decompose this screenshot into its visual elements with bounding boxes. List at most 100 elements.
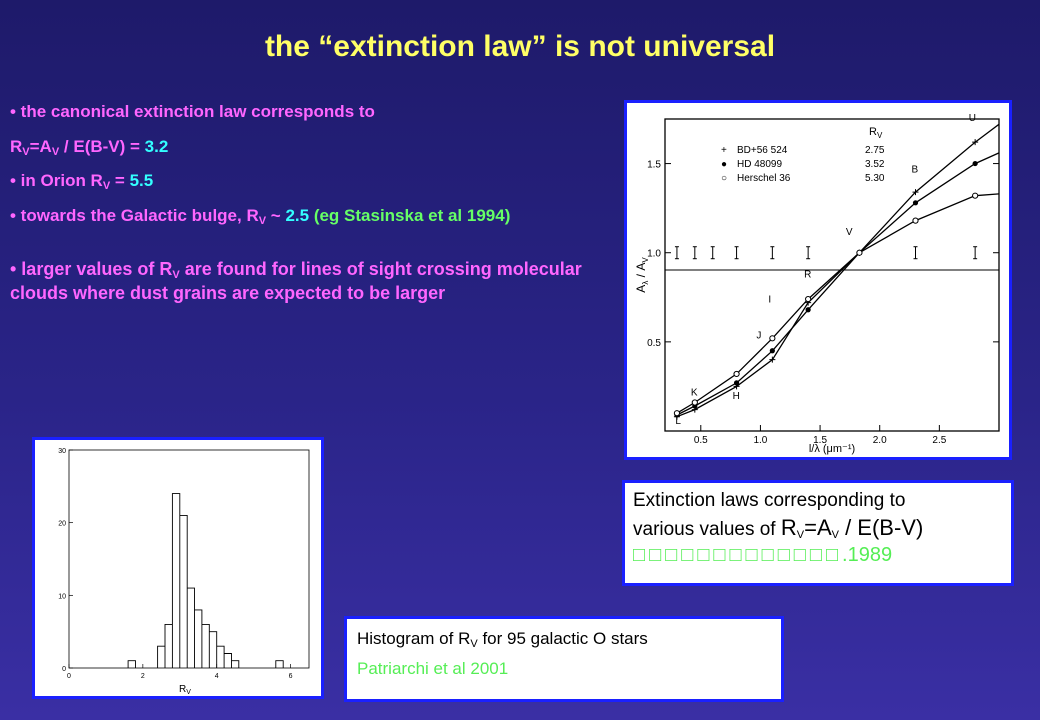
data-point	[805, 307, 811, 313]
extinction-reference: □□□□□□□□□□□□□.1989	[633, 544, 893, 567]
bullet-list: • the canonical extinction law correspon…	[10, 100, 610, 315]
y-tick-label: 1.5	[647, 160, 661, 171]
legend-name: Herschel 36	[737, 173, 791, 184]
data-point	[733, 370, 740, 378]
av-subscript: V	[831, 528, 839, 541]
rv-subscript: V	[258, 214, 267, 227]
x-tick-label: 2.5	[932, 435, 946, 446]
histogram-caption: Histogram of RV for 95 galactic O stars …	[344, 616, 784, 702]
equals-a: =A	[804, 514, 832, 540]
data-point	[691, 399, 698, 406]
hist-y-tick-label: 0	[62, 666, 66, 673]
data-point	[912, 189, 919, 196]
hist-y-tick-label: 30	[58, 448, 66, 455]
bullet-text: • the canonical extinction law correspon…	[10, 102, 375, 121]
rv-subscript: V	[470, 638, 478, 650]
equals-a: =A	[29, 136, 52, 156]
rv-subscript: V	[796, 528, 805, 541]
histogram-figure: 0 2 4 6 0 10 20 30 RV	[32, 437, 324, 699]
ebv-text: / E(B-V)	[838, 514, 924, 540]
data-point	[972, 192, 979, 199]
extinction-ylabel: Aλ / AV	[634, 257, 650, 293]
hist-y-tick-label: 20	[58, 521, 66, 528]
data-point	[912, 217, 919, 224]
bullet-orion: • in Orion RV = 5.5	[10, 169, 610, 194]
x-tick-label: 0.5	[694, 435, 708, 446]
rv-symbol: R	[10, 136, 23, 156]
histogram-steps	[127, 493, 284, 668]
legend-name: HD 48099	[737, 159, 782, 170]
data-point	[673, 410, 681, 417]
bullet-molecular-clouds: • larger values of RV are found for line…	[10, 257, 610, 306]
hist-x-tick-label: 0	[67, 673, 71, 680]
av-subscript: V	[51, 145, 60, 158]
extinction-caption: Extinction laws corresponding to various…	[622, 480, 1014, 586]
band-label-R: R	[804, 270, 811, 281]
rv-subscript: V	[102, 180, 111, 193]
rv-canonical-value: 3.2	[144, 136, 169, 156]
data-point	[856, 249, 863, 256]
band-label-K: K	[691, 387, 698, 398]
data-point	[733, 380, 740, 386]
extinction-legend: + BD+56 524 2.75 ● HD 48099 3.52 ○ Herschel 36 5…	[721, 145, 885, 184]
band-label-U: U	[969, 113, 976, 124]
slide-title: the “extinction law” is not universal	[264, 30, 776, 63]
legend-marker: +	[721, 145, 727, 156]
legend-name: BD+56 524	[737, 145, 788, 156]
rv-bulge-value: 2.5	[285, 205, 310, 225]
rv-orion-value: 5.5	[129, 171, 154, 191]
legend-rv: 5.30	[865, 173, 885, 184]
band-label-V: V	[846, 227, 853, 238]
band-label-B: B	[912, 164, 919, 175]
caption-text-rest: for 95 galactic O stars	[477, 629, 648, 648]
data-point	[972, 139, 979, 146]
hist-x-tick-label: 2	[141, 673, 145, 680]
legend-marker: ●	[721, 159, 727, 170]
ebv-text: / E(B-V) =	[59, 136, 145, 156]
data-point	[769, 335, 776, 342]
bullet-text: • larger values of R	[10, 258, 173, 279]
bullet-text: • in Orion R	[10, 171, 103, 191]
histogram-xlabel: RV	[179, 684, 191, 696]
x-tick-label: 2.0	[873, 435, 887, 446]
extinction-caption-line2: various values of RV=AV / E(B-V)	[633, 514, 1003, 543]
band-label-H: H	[733, 391, 740, 402]
data-point	[805, 295, 812, 303]
equals: =	[110, 171, 130, 191]
legend-rv: 2.75	[865, 145, 885, 156]
rv-subscript: V	[172, 268, 180, 281]
data-point	[912, 200, 919, 206]
bullet-rv-definition: RV=AV / E(B-V) = 3.2	[10, 135, 610, 160]
hist-x-tick-label: 6	[289, 673, 293, 680]
hist-y-tick-label: 10	[58, 593, 66, 600]
band-label-J: J	[756, 330, 761, 341]
rv-symbol: R	[780, 514, 797, 540]
x-tick-label: 1.0	[753, 435, 767, 446]
caption-text: various values of	[633, 518, 781, 540]
histogram-plot: 0 2 4 6 0 10 20 30 RV	[58, 448, 310, 696]
data-point	[769, 348, 775, 354]
band-label-L: L	[675, 416, 681, 427]
bullet-text: • towards the Galactic bulge, R	[10, 205, 259, 225]
extinction-caption-line1: Extinction laws corresponding to	[633, 490, 906, 511]
histogram-reference: Patriarchi et al 2001	[357, 658, 509, 678]
legend-marker: ○	[721, 173, 727, 184]
legend-header: RV	[869, 126, 883, 140]
caption-text: Histogram of R	[357, 629, 471, 648]
bullet-text-rest: are found for lines of sight crossing mo…	[10, 258, 582, 303]
extinction-xlabel: l/λ (μm⁻¹)	[809, 443, 855, 455]
hist-x-tick-label: 4	[215, 673, 219, 680]
rv-subscript: V	[22, 145, 30, 158]
x-tick-label: 1.5	[813, 435, 827, 446]
y-tick-label: 0.5	[647, 338, 661, 349]
band-label-I: I	[768, 295, 771, 306]
histogram-caption-line1: Histogram of RV for 95 galactic O stars	[357, 627, 771, 651]
bullet-bulge: • towards the Galactic bulge, RV ~ 2.5 (…	[10, 204, 610, 229]
legend-rv: 3.52	[865, 159, 885, 170]
data-point	[972, 160, 978, 167]
bulge-reference: (eg Stasinska et al 1994)	[309, 205, 511, 225]
tilde: ~	[266, 205, 286, 225]
data-point	[769, 356, 776, 363]
